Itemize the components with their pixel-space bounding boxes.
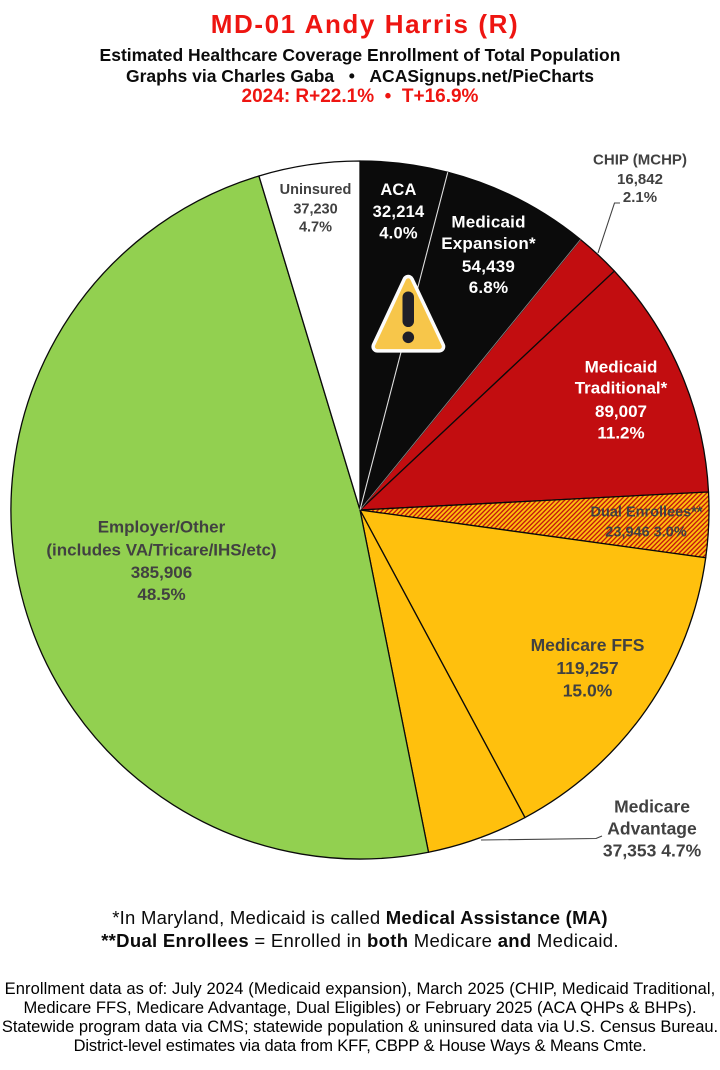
svg-text:Uninsured: Uninsured <box>280 182 352 198</box>
svg-text:385,906: 385,906 <box>131 563 192 582</box>
svg-text:Traditional*: Traditional* <box>575 379 668 398</box>
svg-text:Employer/Other: Employer/Other <box>98 518 226 537</box>
svg-text:4.0%: 4.0% <box>379 225 418 243</box>
svg-text:54,439: 54,439 <box>462 257 515 276</box>
svg-text:2.1%: 2.1% <box>623 189 657 206</box>
svg-text:23,946 3.0%: 23,946 3.0% <box>605 525 687 541</box>
svg-text:Medicare: Medicare <box>614 797 690 817</box>
svg-text:11.2%: 11.2% <box>597 424 644 443</box>
svg-text:37,230: 37,230 <box>293 202 337 218</box>
svg-text:6.8%: 6.8% <box>469 278 509 297</box>
svg-text:37,353 4.7%: 37,353 4.7% <box>603 841 702 861</box>
svg-text:48.5%: 48.5% <box>137 585 185 604</box>
svg-text:Medicare FFS: Medicare FFS <box>531 635 645 655</box>
svg-text:ACA: ACA <box>380 181 416 199</box>
svg-text:CHIP (MCHP): CHIP (MCHP) <box>593 151 687 168</box>
svg-text:Dual Enrollees**: Dual Enrollees** <box>590 505 702 521</box>
svg-text:119,257: 119,257 <box>556 658 618 678</box>
svg-text:89,007: 89,007 <box>595 402 647 421</box>
svg-text:Medicaid: Medicaid <box>585 358 658 377</box>
svg-text:Medicaid: Medicaid <box>451 212 525 231</box>
svg-text:15.0%: 15.0% <box>563 681 613 701</box>
svg-text:Expansion*: Expansion* <box>441 234 536 253</box>
svg-text:Advantage: Advantage <box>607 819 697 839</box>
svg-text:32,214: 32,214 <box>373 203 425 221</box>
svg-text:(includes VA/Tricare/IHS/etc): (includes VA/Tricare/IHS/etc) <box>46 541 276 560</box>
svg-text:4.7%: 4.7% <box>299 220 332 236</box>
svg-text:16,842: 16,842 <box>617 171 663 188</box>
